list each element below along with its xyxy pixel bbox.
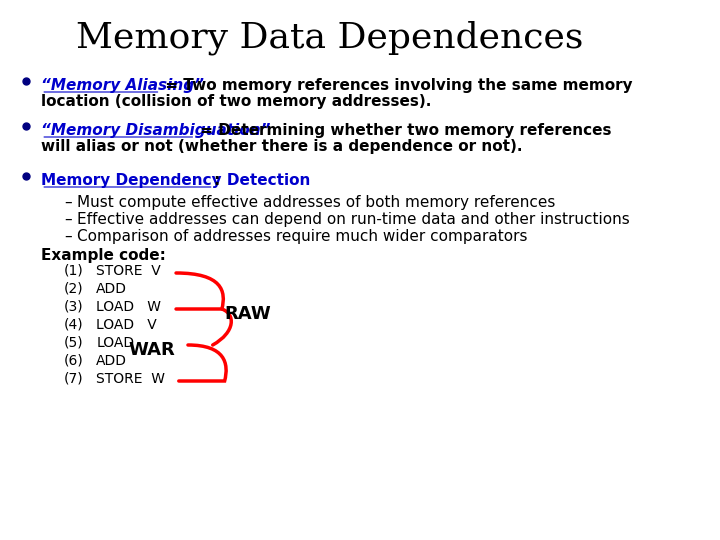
Text: LOAD   W: LOAD W	[96, 300, 161, 314]
Text: STORE  W: STORE W	[96, 372, 166, 386]
Text: ADD: ADD	[96, 354, 127, 368]
Text: location (collision of two memory addresses).: location (collision of two memory addres…	[41, 94, 431, 109]
Text: RAW: RAW	[225, 305, 271, 323]
Text: Memory Data Dependences: Memory Data Dependences	[76, 21, 584, 55]
Text: (2): (2)	[64, 282, 84, 296]
Text: Example code:: Example code:	[41, 248, 166, 263]
Text: will alias or not (whether there is a dependence or not).: will alias or not (whether there is a de…	[41, 139, 523, 154]
Text: (6): (6)	[64, 354, 84, 368]
Text: Memory Dependency Detection: Memory Dependency Detection	[41, 173, 310, 188]
Text: ADD: ADD	[96, 282, 127, 296]
Text: STORE  V: STORE V	[96, 264, 161, 278]
Text: –: –	[64, 212, 72, 227]
Text: (4): (4)	[64, 318, 84, 332]
Text: (5): (5)	[64, 336, 84, 350]
Text: = Determining whether two memory references: = Determining whether two memory referen…	[195, 123, 612, 138]
Text: LOAD   V: LOAD V	[96, 318, 157, 332]
Text: Effective addresses can depend on run-time data and other instructions: Effective addresses can depend on run-ti…	[77, 212, 630, 227]
Text: (7): (7)	[64, 372, 84, 386]
Text: “Memory Aliasing”: “Memory Aliasing”	[41, 78, 204, 93]
Text: LOAD: LOAD	[96, 336, 135, 350]
Text: –: –	[64, 195, 72, 210]
Text: :: :	[214, 173, 220, 188]
Text: –: –	[64, 229, 72, 244]
Text: = Two memory references involving the same memory: = Two memory references involving the sa…	[161, 78, 633, 93]
Text: (1): (1)	[64, 264, 84, 278]
Text: Must compute effective addresses of both memory references: Must compute effective addresses of both…	[77, 195, 555, 210]
Text: “Memory Disambiguation”: “Memory Disambiguation”	[41, 123, 271, 138]
Text: WAR: WAR	[128, 341, 175, 359]
Text: (3): (3)	[64, 300, 84, 314]
Text: Comparison of addresses require much wider comparators: Comparison of addresses require much wid…	[77, 229, 528, 244]
